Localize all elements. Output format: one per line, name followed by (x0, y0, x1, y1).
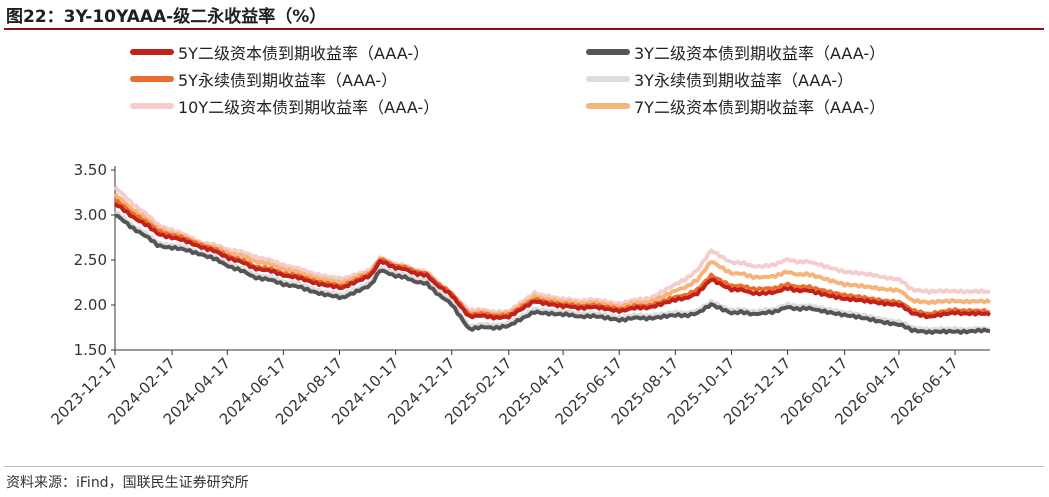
legend-label: 5Y永续债到期收益率（AAA-） (178, 71, 398, 90)
legend-swatch (130, 103, 174, 109)
y-tick-label: 3.50 (74, 161, 107, 179)
legend-swatch (586, 103, 630, 109)
legend-swatch (586, 76, 630, 82)
legend-label: 5Y二级资本债到期收益率（AAA-） (178, 44, 430, 63)
legend-label: 3Y二级资本债到期收益率（AAA-） (634, 44, 886, 63)
y-tick-label: 2.00 (74, 296, 107, 314)
legend-label: 3Y永续债到期收益率（AAA-） (634, 71, 854, 90)
legend-item: 5Y永续债到期收益率（AAA-） (130, 67, 397, 91)
legend-item: 10Y二级资本债到期收益率（AAA-） (130, 94, 439, 118)
series-line (114, 210, 991, 333)
title-divider (4, 28, 1044, 30)
series-line (113, 185, 991, 316)
chart-legend: 5Y二级资本债到期收益率（AAA-） 3Y二级资本债到期收益率（AAA-） 5Y… (0, 36, 1049, 126)
page-title: 图22：3Y-10YAAA-级二永收益率（%） (6, 7, 327, 27)
legend-item: 3Y永续债到期收益率（AAA-） (586, 67, 853, 91)
source-note: 资料来源：iFind，国联民生证券研究所 (6, 475, 249, 491)
legend-swatch (586, 49, 630, 55)
series-line (113, 192, 992, 317)
series-line (113, 202, 991, 321)
y-tick-label: 3.00 (74, 206, 107, 224)
legend-item: 7Y二级资本债到期收益率（AAA-） (586, 94, 885, 118)
series-line (114, 213, 991, 335)
legend-swatch (130, 49, 174, 55)
y-tick-label: 2.50 (74, 251, 107, 269)
legend-label: 10Y二级资本债到期收益率（AAA-） (178, 98, 440, 117)
legend-item: 5Y二级资本债到期收益率（AAA-） (130, 40, 429, 64)
legend-item: 3Y二级资本债到期收益率（AAA-） (586, 40, 885, 64)
legend-swatch (130, 76, 174, 82)
footer-divider (4, 466, 1044, 467)
y-tick-label: 1.50 (74, 341, 107, 359)
legend-label: 7Y二级资本债到期收益率（AAA-） (634, 98, 886, 117)
